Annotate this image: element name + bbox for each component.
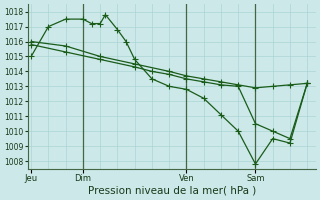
X-axis label: Pression niveau de la mer( hPa ): Pression niveau de la mer( hPa ) xyxy=(88,186,256,196)
